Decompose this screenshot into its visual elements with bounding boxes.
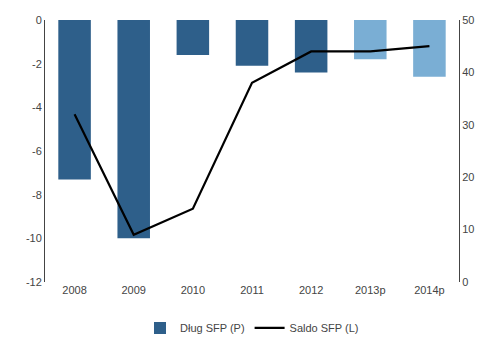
svg-text:-6: -6 [32, 145, 42, 157]
svg-text:2011: 2011 [240, 284, 264, 296]
svg-text:0: 0 [462, 276, 468, 288]
svg-text:40: 40 [462, 66, 474, 78]
svg-text:10: 10 [462, 223, 474, 235]
svg-text:2008: 2008 [62, 284, 86, 296]
svg-text:-2: -2 [32, 58, 42, 70]
svg-text:50: 50 [462, 14, 474, 26]
svg-text:20: 20 [462, 171, 474, 183]
svg-text:0: 0 [36, 14, 42, 26]
svg-text:-4: -4 [32, 101, 42, 113]
svg-text:30: 30 [462, 119, 474, 131]
svg-text:-12: -12 [26, 276, 42, 288]
svg-text:2013p: 2013p [355, 284, 386, 296]
svg-text:2014p: 2014p [414, 284, 445, 296]
svg-text:Dług SFP (P): Dług SFP (P) [180, 322, 245, 334]
svg-text:2012: 2012 [299, 284, 323, 296]
svg-text:-8: -8 [32, 189, 42, 201]
svg-text:2010: 2010 [181, 284, 205, 296]
svg-text:Saldo SFP (L): Saldo SFP (L) [290, 322, 359, 334]
svg-text:-10: -10 [26, 232, 42, 244]
svg-text:2009: 2009 [121, 284, 145, 296]
